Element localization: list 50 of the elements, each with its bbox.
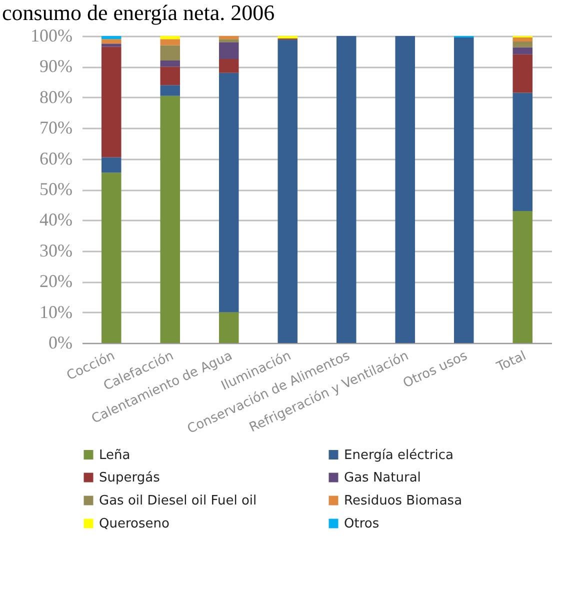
bar — [218, 42, 239, 60]
y-tick-label: 40% — [40, 210, 72, 230]
bar — [160, 85, 180, 96]
bar — [454, 38, 474, 343]
bar — [512, 210, 533, 343]
bar — [512, 54, 533, 93]
bar — [512, 92, 533, 211]
legend-label: Energía eléctrica — [344, 448, 454, 463]
bar — [101, 44, 122, 47]
bar — [336, 36, 356, 343]
y-tick-label: 30% — [40, 240, 72, 260]
y-tick-label: 100% — [30, 26, 72, 46]
legend-label: Supergás — [99, 470, 160, 486]
legend-label: Gas oil Diesel oil Fuel oil — [99, 494, 257, 508]
bar — [218, 72, 239, 312]
y-tick-label: 80% — [40, 86, 72, 107]
bar — [160, 39, 180, 46]
bar — [218, 312, 239, 343]
bar — [160, 36, 180, 40]
legend-label: Gas Natural — [344, 470, 421, 486]
bar — [160, 45, 180, 61]
y-tick-label: 70% — [40, 118, 72, 138]
x-tick-label: Total — [494, 348, 529, 376]
y-tick-label: 90% — [40, 56, 72, 76]
bar — [278, 40, 298, 343]
y-tick-label: 10% — [40, 302, 72, 322]
bar — [160, 96, 180, 343]
legend-label: Otros — [344, 516, 380, 532]
bar — [512, 47, 533, 54]
bar — [101, 46, 122, 158]
legend-label: Residuos Biomasa — [344, 494, 462, 508]
bar — [160, 66, 180, 86]
bar — [218, 59, 239, 73]
y-tick-label: 60% — [40, 148, 72, 168]
bar — [395, 36, 416, 343]
bar — [512, 42, 533, 48]
bar — [512, 38, 533, 42]
bar — [101, 39, 122, 44]
bar — [218, 36, 239, 40]
y-tick-label: 20% — [40, 271, 72, 292]
bar — [101, 172, 122, 343]
bar — [218, 39, 239, 42]
bar — [101, 36, 122, 40]
legend-label: Queroseno — [99, 516, 170, 532]
y-tick-label: 50% — [40, 179, 72, 199]
bar — [160, 60, 180, 67]
bar — [101, 157, 122, 173]
chart-title: consumo de energía neta. 2006 — [2, 0, 275, 25]
legend-label: Leña — [99, 448, 130, 463]
y-tick-label: 0% — [48, 332, 72, 352]
